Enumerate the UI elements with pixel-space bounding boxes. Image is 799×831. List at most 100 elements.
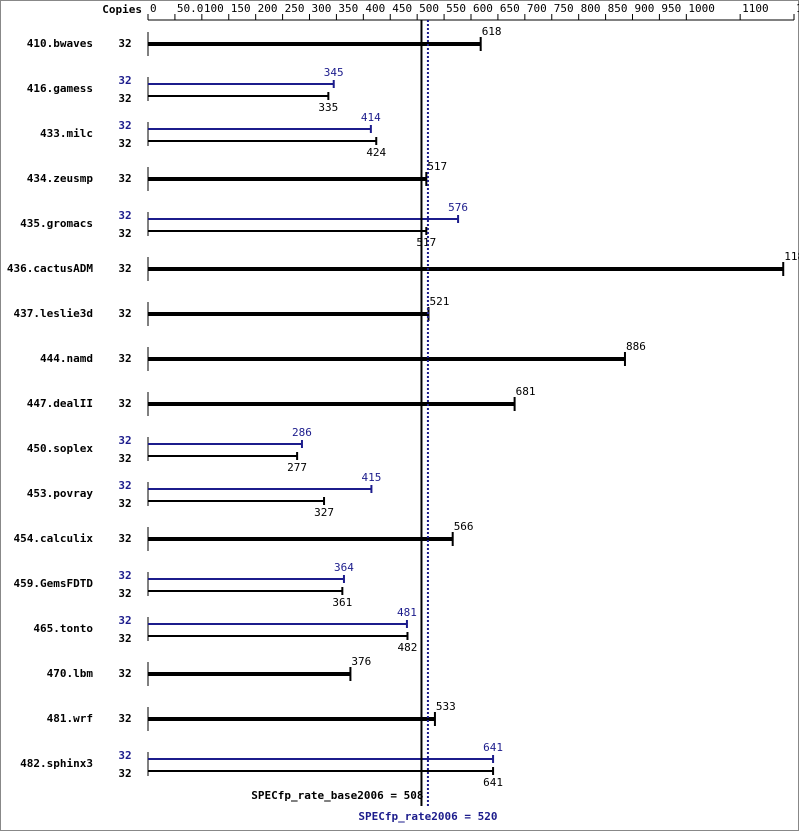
benchmark-label: 450.soplex [27, 442, 94, 455]
value-label: 886 [626, 340, 646, 353]
bar [148, 128, 371, 130]
copies-label: 32 [118, 479, 131, 492]
benchmark-label: 433.milc [40, 127, 93, 140]
x-tick-label: 300 [312, 2, 332, 15]
bar [148, 635, 408, 637]
value-label: 345 [324, 66, 344, 79]
copies-label: 32 [118, 587, 131, 600]
x-tick-label: 0 [150, 2, 157, 15]
benchmark-label: 470.lbm [47, 667, 94, 680]
x-tick-label: 350 [338, 2, 358, 15]
x-tick-label: 1200 [796, 2, 799, 15]
benchmark-label: 436.cactusADM [7, 262, 93, 275]
value-label: 376 [351, 655, 371, 668]
copies-label: 32 [118, 569, 131, 582]
bar [148, 140, 377, 142]
copies-label: 32 [118, 767, 131, 780]
copies-label: 32 [118, 92, 131, 105]
benchmark-label: 454.calculix [14, 532, 94, 545]
x-tick-label: 800 [581, 2, 601, 15]
value-label: 361 [332, 596, 352, 609]
bar [148, 230, 427, 232]
benchmark-label: 444.namd [40, 352, 93, 365]
bar [148, 623, 407, 625]
value-label: 335 [318, 101, 338, 114]
bar [148, 578, 344, 580]
bar [148, 402, 515, 406]
copies-label: 32 [118, 352, 131, 365]
x-tick-label: 400 [365, 2, 385, 15]
x-tick-label: 500 [419, 2, 439, 15]
x-tick-label: 1000 [688, 2, 715, 15]
x-tick-label: 550 [446, 2, 466, 15]
value-label: 1180 [784, 250, 799, 263]
copies-label: 32 [118, 667, 131, 680]
x-tick-label: 600 [473, 2, 493, 15]
value-label: 517 [427, 160, 447, 173]
copies-label: 32 [118, 712, 131, 725]
benchmark-label: 410.bwaves [27, 37, 93, 50]
bar [148, 672, 351, 676]
x-tick-label: 450 [392, 2, 412, 15]
benchmark-label: 416.gamess [27, 82, 93, 95]
value-label: 618 [482, 25, 502, 38]
value-label: 277 [287, 461, 307, 474]
x-tick-label: 850 [608, 2, 628, 15]
x-tick-label: 700 [527, 2, 547, 15]
x-tick-label: 250 [285, 2, 305, 15]
bar [148, 717, 435, 721]
benchmark-label: 453.povray [27, 487, 94, 500]
x-tick-label: 100 [204, 2, 224, 15]
benchmark-label: 434.zeusmp [27, 172, 94, 185]
value-label: 517 [416, 236, 436, 249]
benchmark-label: 435.gromacs [20, 217, 93, 230]
copies-label: 32 [118, 209, 131, 222]
copies-header: Copies [102, 3, 142, 16]
bar [148, 455, 298, 457]
bar [148, 488, 372, 490]
copies-label: 32 [118, 262, 131, 275]
benchmark-label: 481.wrf [47, 712, 93, 725]
benchmark-label: 437.leslie3d [14, 307, 93, 320]
x-tick-label: 150 [231, 2, 251, 15]
copies-label: 32 [118, 74, 131, 87]
copies-label: 32 [118, 632, 131, 645]
value-label: 414 [361, 111, 381, 124]
bar [148, 537, 453, 541]
benchmark-label: 482.sphinx3 [20, 757, 93, 770]
value-label: 641 [483, 741, 503, 754]
bar [148, 218, 459, 220]
bar [148, 443, 302, 445]
bar [148, 267, 784, 271]
value-label: 533 [436, 700, 456, 713]
value-label: 641 [483, 776, 503, 789]
value-label: 481 [397, 606, 417, 619]
copies-label: 32 [118, 434, 131, 447]
copies-label: 32 [118, 37, 131, 50]
bar [148, 590, 343, 592]
x-tick-label: 1100 [742, 2, 769, 15]
value-label: 681 [516, 385, 536, 398]
value-label: 424 [366, 146, 386, 159]
bar [148, 312, 429, 316]
value-label: 364 [334, 561, 354, 574]
x-tick-label: 650 [500, 2, 520, 15]
bar [148, 500, 325, 502]
value-label: 415 [361, 471, 381, 484]
copies-label: 32 [118, 452, 131, 465]
copies-label: 32 [118, 397, 131, 410]
copies-label: 32 [118, 749, 131, 762]
copies-label: 32 [118, 614, 131, 627]
peak-metric-label: SPECfp_rate2006 = 520 [358, 810, 497, 823]
copies-label: 32 [118, 227, 131, 240]
copies-label: 32 [118, 119, 131, 132]
value-label: 576 [448, 201, 468, 214]
bar [148, 770, 494, 772]
copies-label: 32 [118, 307, 131, 320]
bar [148, 83, 334, 85]
benchmark-label: 465.tonto [33, 622, 93, 635]
x-tick-label: 200 [258, 2, 278, 15]
x-tick-label: 750 [554, 2, 574, 15]
